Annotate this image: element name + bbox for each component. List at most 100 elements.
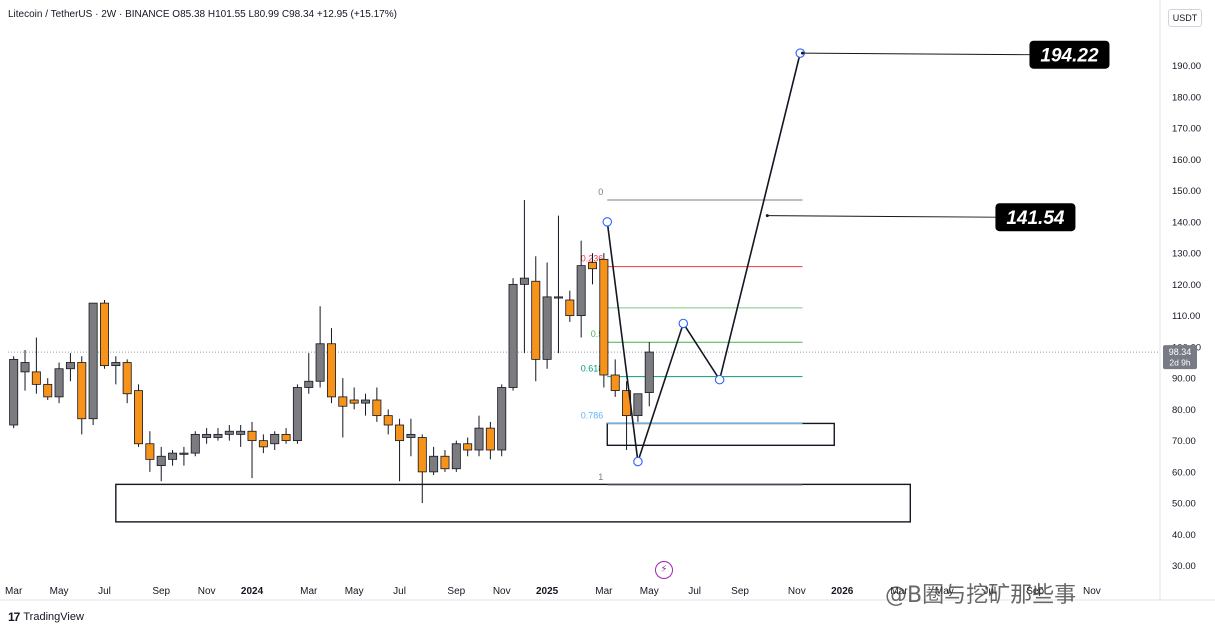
y-tick-label: 140.00: [1172, 217, 1201, 228]
x-tick-label: Jul: [688, 586, 701, 597]
target-value: 141.54: [1006, 208, 1065, 229]
y-tick-label: 160.00: [1172, 155, 1201, 166]
candle-body: [77, 362, 87, 420]
candle-body: [99, 302, 109, 367]
candle-body: [236, 430, 246, 435]
x-tick-label: Sep: [1026, 586, 1044, 597]
candle-body: [497, 387, 507, 451]
candle-body: [9, 358, 19, 426]
target-line: [767, 215, 996, 218]
target-value: 194.22: [1040, 46, 1099, 67]
fib-level-label: 0.236: [581, 254, 604, 264]
y-tick-label: 90.00: [1172, 374, 1196, 385]
candle-body: [417, 437, 427, 473]
candle-body: [576, 265, 586, 317]
candle-body: [134, 390, 144, 445]
candle-body: [111, 362, 121, 367]
axis-unit-label[interactable]: USDT: [1168, 9, 1202, 27]
candle-body: [406, 433, 416, 438]
projection-point: [678, 318, 689, 329]
target-badge: [1029, 40, 1110, 69]
candle-body: [429, 455, 439, 473]
y-tick-label: 190.00: [1172, 61, 1201, 72]
x-tick-label: Nov: [1083, 586, 1101, 597]
target-badge: [995, 203, 1076, 232]
candle-body: [361, 399, 371, 404]
candle-body: [633, 393, 643, 417]
candle-body: [440, 455, 450, 470]
candle-body: [54, 368, 64, 398]
y-tick-label: 120.00: [1172, 280, 1201, 291]
y-tick-label: 170.00: [1172, 124, 1201, 135]
y-tick-label: 130.00: [1172, 249, 1201, 260]
candle-body: [88, 302, 98, 420]
x-tick-label: Jul: [983, 586, 996, 597]
candle-body: [31, 371, 41, 385]
x-tick-label: Mar: [890, 586, 908, 597]
x-tick-label: Nov: [788, 586, 806, 597]
candle-body: [326, 343, 336, 398]
candle-body: [315, 343, 325, 382]
candle-body: [474, 427, 484, 451]
candle-body: [202, 433, 212, 438]
fib-level-label: 0.618: [581, 364, 604, 374]
x-tick-label: Nov: [493, 586, 511, 597]
y-tick-label: 180.00: [1172, 92, 1201, 103]
support-zone-lower: [115, 483, 912, 523]
x-tick-label: Mar: [300, 586, 318, 597]
tradingview-mark-icon: 17: [8, 610, 20, 624]
x-tick-label: Jul: [393, 586, 406, 597]
tradingview-logo[interactable]: 17 TradingView: [8, 610, 84, 624]
lightning-icon[interactable]: ⚡: [655, 561, 673, 579]
candle-body: [258, 440, 268, 448]
candle-body: [179, 452, 189, 455]
target-anchor: [800, 51, 804, 55]
candle-body: [610, 374, 620, 392]
x-tick-label: May: [50, 586, 69, 597]
x-tick-label: 2025: [536, 586, 559, 597]
y-tick-label: 50.00: [1172, 499, 1196, 510]
target-anchor: [765, 214, 769, 218]
y-tick-label: 80.00: [1172, 405, 1196, 416]
candle-body: [463, 443, 473, 451]
candle-body: [270, 433, 280, 445]
candle-body: [281, 433, 291, 442]
price-tag-countdown: 2d 9h: [1169, 358, 1191, 368]
candle-body: [168, 452, 178, 460]
symbol-legend: Litecoin / TetherUS · 2W · BINANCE O85.3…: [8, 9, 397, 20]
y-tick-label: 30.00: [1172, 561, 1196, 572]
candle-body: [292, 387, 302, 442]
candle-body: [451, 443, 461, 470]
watermark-text: @B圈与挖矿那些事: [885, 583, 1077, 608]
x-tick-label: Mar: [595, 586, 613, 597]
x-tick-label: May: [345, 586, 364, 597]
candle-body: [122, 362, 132, 395]
candle-body: [644, 351, 654, 393]
candle-body: [383, 415, 393, 426]
candle-body: [190, 433, 200, 454]
projection-point: [714, 374, 725, 385]
support-zone-upper: [606, 422, 835, 447]
fib-level-label: 0.786: [581, 410, 604, 420]
candle-body: [213, 433, 223, 438]
candle-body: [599, 258, 609, 376]
target-line: [802, 52, 1030, 56]
candle-body: [531, 280, 541, 360]
candle-body: [145, 443, 155, 460]
candle-body: [519, 277, 529, 285]
x-tick-label: Sep: [152, 586, 170, 597]
x-tick-label: Jul: [98, 586, 111, 597]
y-tick-label: 40.00: [1172, 530, 1196, 541]
y-tick-label: 70.00: [1172, 436, 1196, 447]
candle-body: [508, 283, 518, 388]
x-tick-label: May: [640, 586, 659, 597]
candle-body: [553, 296, 563, 299]
candle-body: [565, 299, 575, 317]
candle-body: [247, 430, 257, 442]
y-tick-label: 60.00: [1172, 467, 1196, 478]
fib-level-label: 1: [598, 472, 603, 482]
candle-body: [304, 380, 314, 388]
candle-body: [395, 424, 405, 442]
projection-point: [633, 456, 643, 467]
